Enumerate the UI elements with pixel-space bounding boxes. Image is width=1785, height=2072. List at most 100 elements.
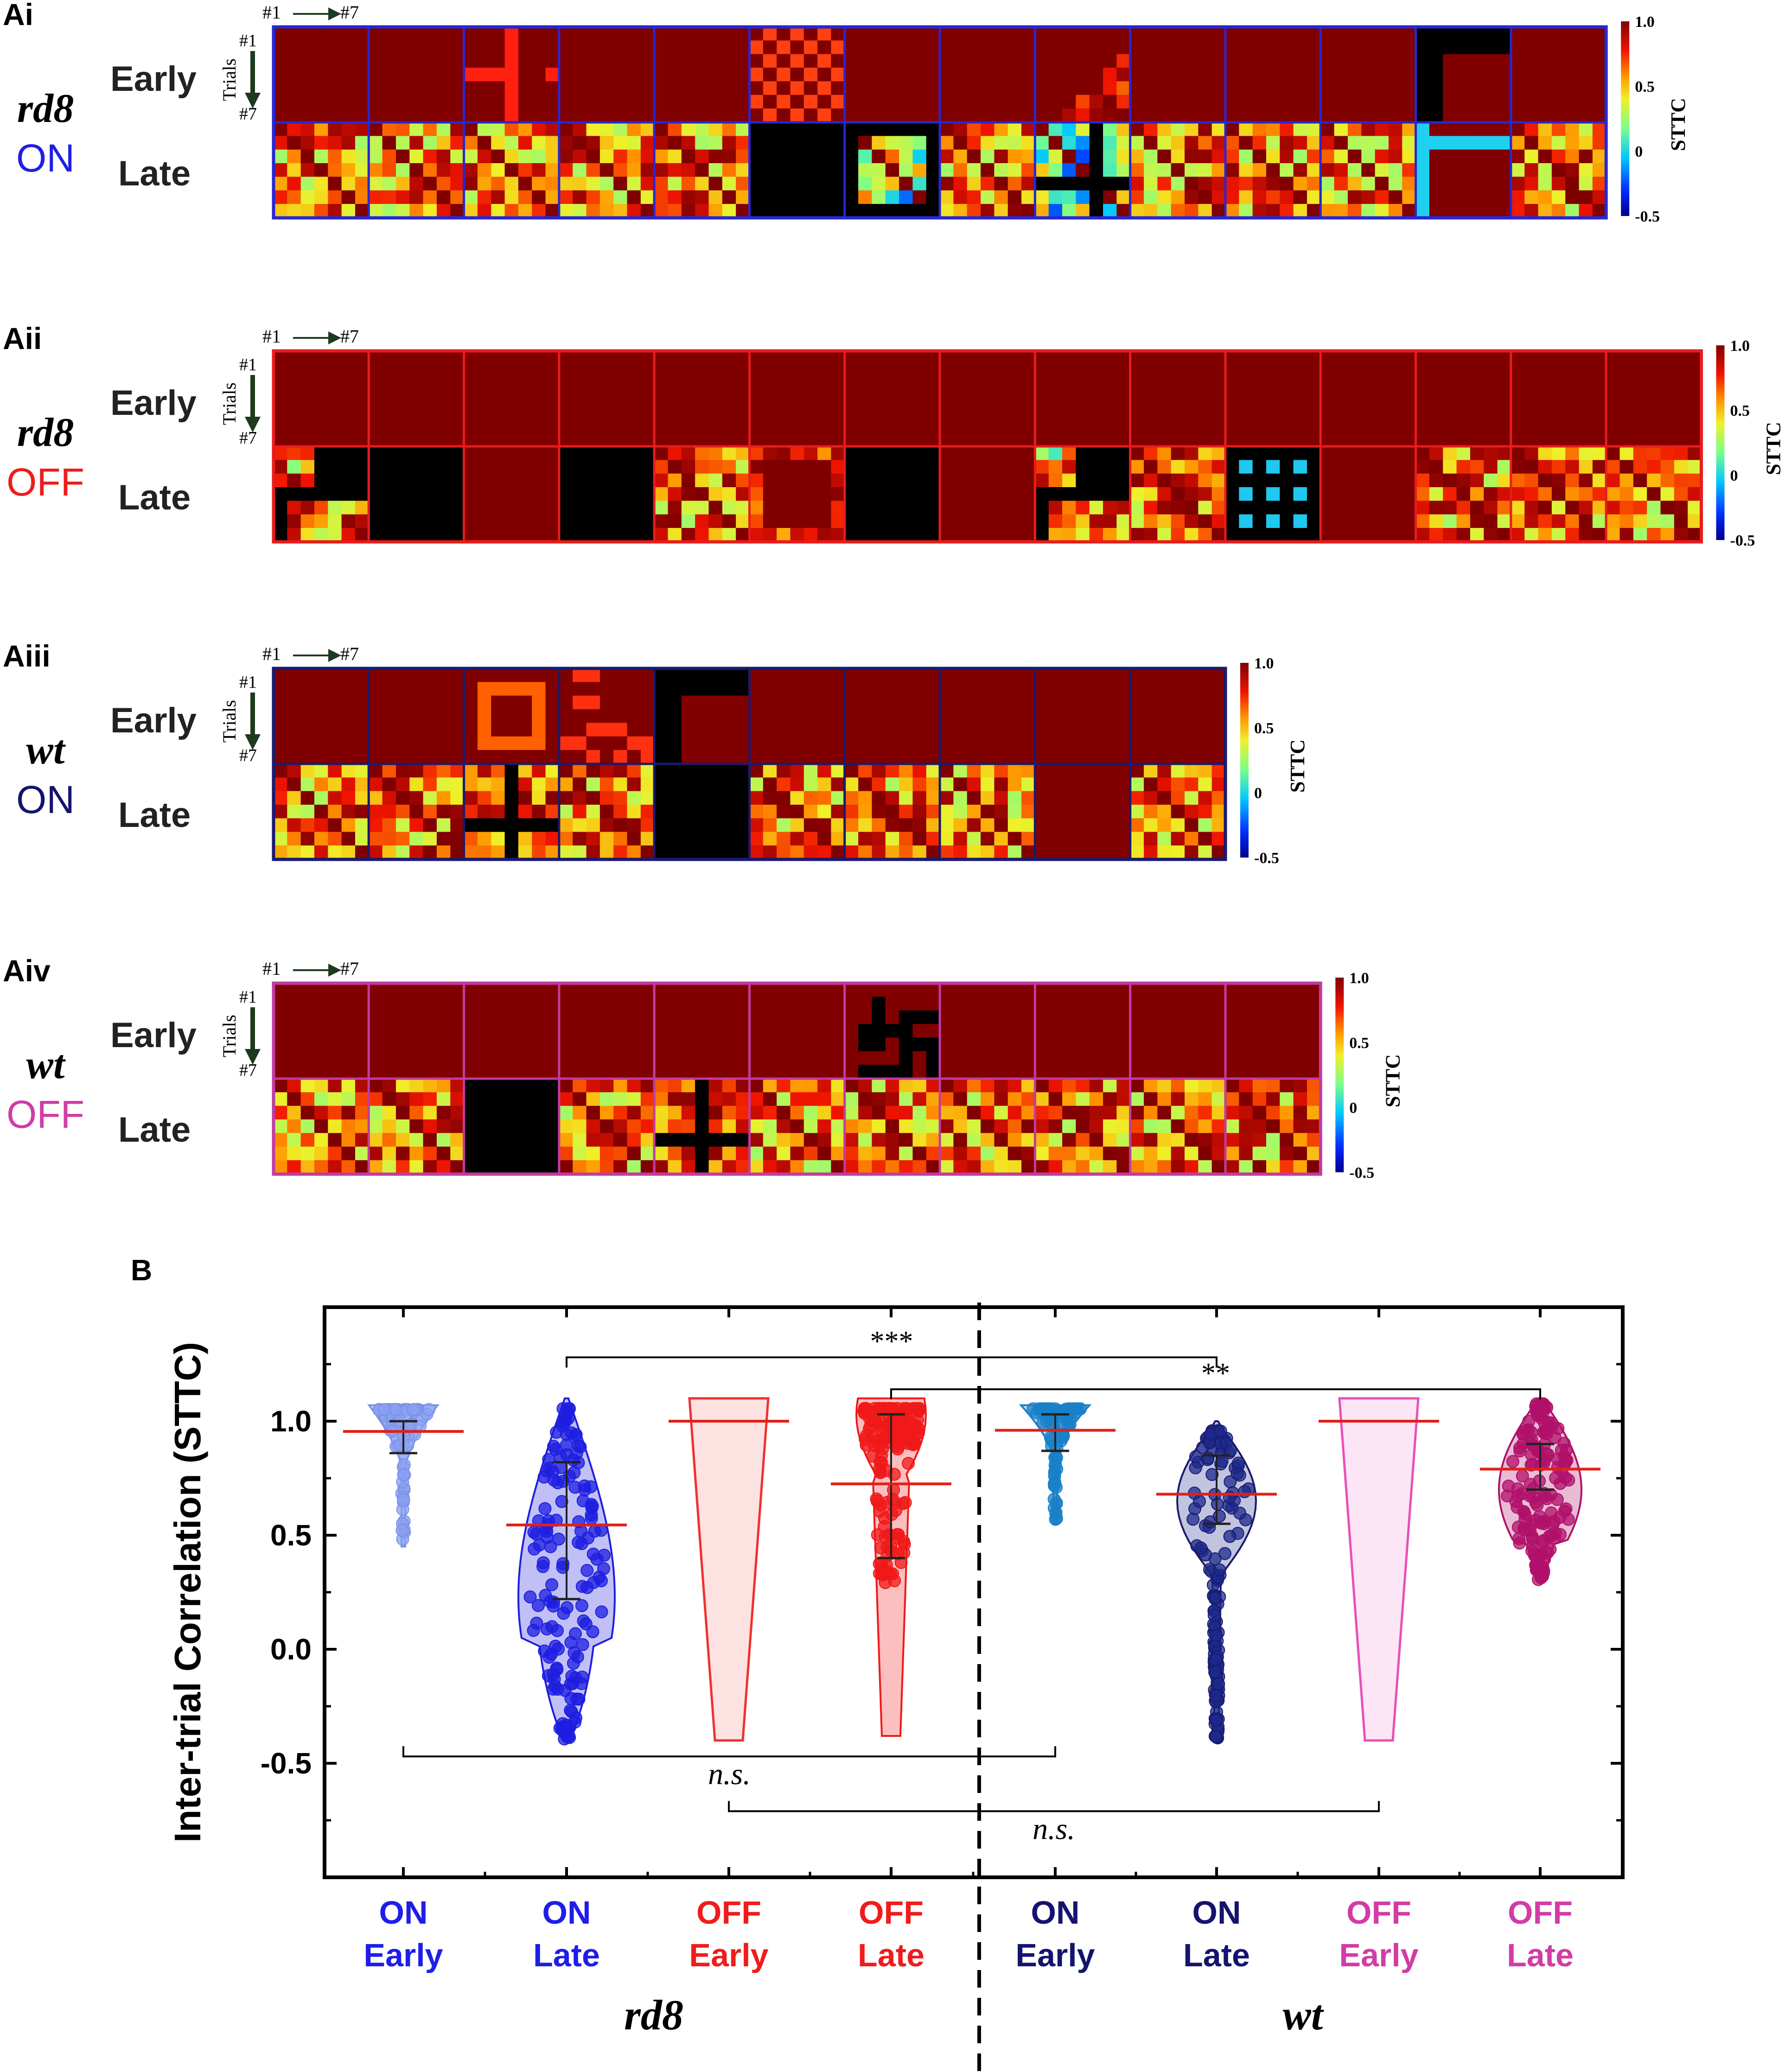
data-point (593, 1570, 606, 1584)
data-point (567, 1657, 580, 1670)
early-heatmap-cell (843, 25, 941, 124)
data-point (1223, 1530, 1237, 1543)
data-point (1210, 1629, 1223, 1642)
late-heatmap-cell (1033, 763, 1132, 861)
data-point (1189, 1450, 1202, 1463)
early-heatmap-cell (558, 982, 656, 1080)
early-heatmap-cell (748, 667, 846, 765)
late-heatmap-cell (367, 445, 465, 543)
data-point (565, 1705, 578, 1718)
late-heatmap-cell (367, 763, 465, 861)
x-category-label: ON (542, 1894, 591, 1931)
data-point (422, 1403, 436, 1416)
significance-bracket: *** (566, 1326, 1218, 1368)
early-heatmap-cell (748, 982, 846, 1080)
data-point (875, 1456, 888, 1469)
early-heatmap-cell (367, 667, 465, 765)
data-point (575, 1671, 589, 1684)
x-category-label: ON (1192, 1894, 1241, 1931)
violin-rd8-on-late (506, 1397, 627, 1746)
data-point (598, 1549, 611, 1562)
colorbar (1621, 21, 1630, 216)
data-point (395, 1524, 409, 1537)
colorbar-tick-label: -0.5 (1730, 532, 1755, 549)
colorbar-tick-label: 0.5 (1254, 720, 1274, 737)
late-heatmap-cell (748, 763, 846, 861)
trial-start-label: #1 (239, 673, 257, 692)
colorbar-tick-label: 0.5 (1349, 1035, 1369, 1052)
data-point (542, 1669, 555, 1682)
panel-label: Ai (3, 0, 33, 32)
late-heatmap-cell (748, 121, 846, 219)
x-category-label: Early (363, 1937, 443, 1973)
violin-rd8-off-late (831, 1397, 951, 1737)
late-heatmap-cell (463, 121, 561, 219)
early-heatmap-cell (938, 25, 1036, 124)
data-point (1208, 1665, 1222, 1679)
x-category-label: ON (1031, 1894, 1080, 1931)
right-arrow-icon (293, 649, 341, 662)
data-point (549, 1443, 562, 1456)
colorbar-tick-label: 1.0 (1349, 970, 1369, 987)
trial-end-label: #7 (340, 2, 359, 23)
data-point (1534, 1398, 1547, 1411)
x-category-label: Late (1507, 1937, 1574, 1973)
late-heatmap-cell (1224, 121, 1322, 219)
data-point (1533, 1548, 1547, 1562)
genotype-label: rd8 (17, 86, 74, 131)
trials-axis-label: Trials (219, 700, 240, 743)
data-point (586, 1547, 600, 1561)
early-heatmap-cell (558, 667, 656, 765)
data-point (1230, 1467, 1244, 1480)
early-heatmap-cell (1129, 25, 1227, 124)
data-point (545, 1578, 559, 1591)
late-heatmap-cell (272, 1077, 370, 1176)
data-point (1218, 1547, 1231, 1560)
x-category-label: Late (533, 1937, 600, 1973)
early-heatmap-cell (1033, 350, 1132, 448)
late-heatmap-cell (938, 121, 1036, 219)
late-heatmap-cell (653, 763, 751, 861)
data-point (572, 1536, 585, 1549)
data-point (1210, 1689, 1223, 1703)
data-point (575, 1580, 589, 1593)
right-arrow-icon (293, 964, 341, 977)
trial-start-label: #1 (262, 326, 281, 347)
colorbar-tick-label: 1.0 (1635, 13, 1655, 31)
early-heatmap-cell (463, 25, 561, 124)
late-heatmap-cell (843, 1077, 941, 1176)
early-heatmap-cell (463, 667, 561, 765)
late-heatmap-cell (1129, 1077, 1227, 1176)
late-heatmap-cell (272, 763, 370, 861)
early-heatmap-cell (1605, 350, 1702, 448)
early-heatmap-cell (938, 667, 1036, 765)
late-heatmap-cell (1033, 121, 1132, 219)
y-tick-label: 1.0 (270, 1405, 312, 1438)
data-point (527, 1624, 540, 1637)
early-heatmap-cell (938, 350, 1036, 448)
early-heatmap-cell (1319, 350, 1417, 448)
early-row-label: Early (110, 383, 197, 423)
trial-end-label: #7 (340, 326, 359, 347)
trial-end-label: #7 (239, 104, 257, 124)
x-category-label: Early (689, 1937, 768, 1973)
data-point (401, 1439, 414, 1452)
data-point (873, 1402, 886, 1415)
significance-label: n.s. (1033, 1812, 1075, 1846)
data-point (876, 1568, 889, 1582)
data-point (1205, 1468, 1219, 1481)
early-heatmap-cell (1415, 25, 1512, 124)
colorbar-tick-label: 0 (1254, 785, 1262, 802)
early-heatmap-cell (653, 350, 751, 448)
data-point (1522, 1415, 1536, 1428)
data-point (1224, 1444, 1237, 1458)
panel-label: B (131, 1253, 152, 1287)
late-heatmap-cell (653, 121, 751, 219)
early-heatmap-cell (463, 982, 561, 1080)
violin-rd8-off-early (669, 1397, 789, 1742)
colorbar-tick-label: 0.5 (1730, 402, 1750, 419)
early-heatmap-cell (558, 350, 656, 448)
data-point (527, 1525, 541, 1539)
early-heatmap-cell (653, 25, 751, 124)
data-point (566, 1677, 580, 1690)
